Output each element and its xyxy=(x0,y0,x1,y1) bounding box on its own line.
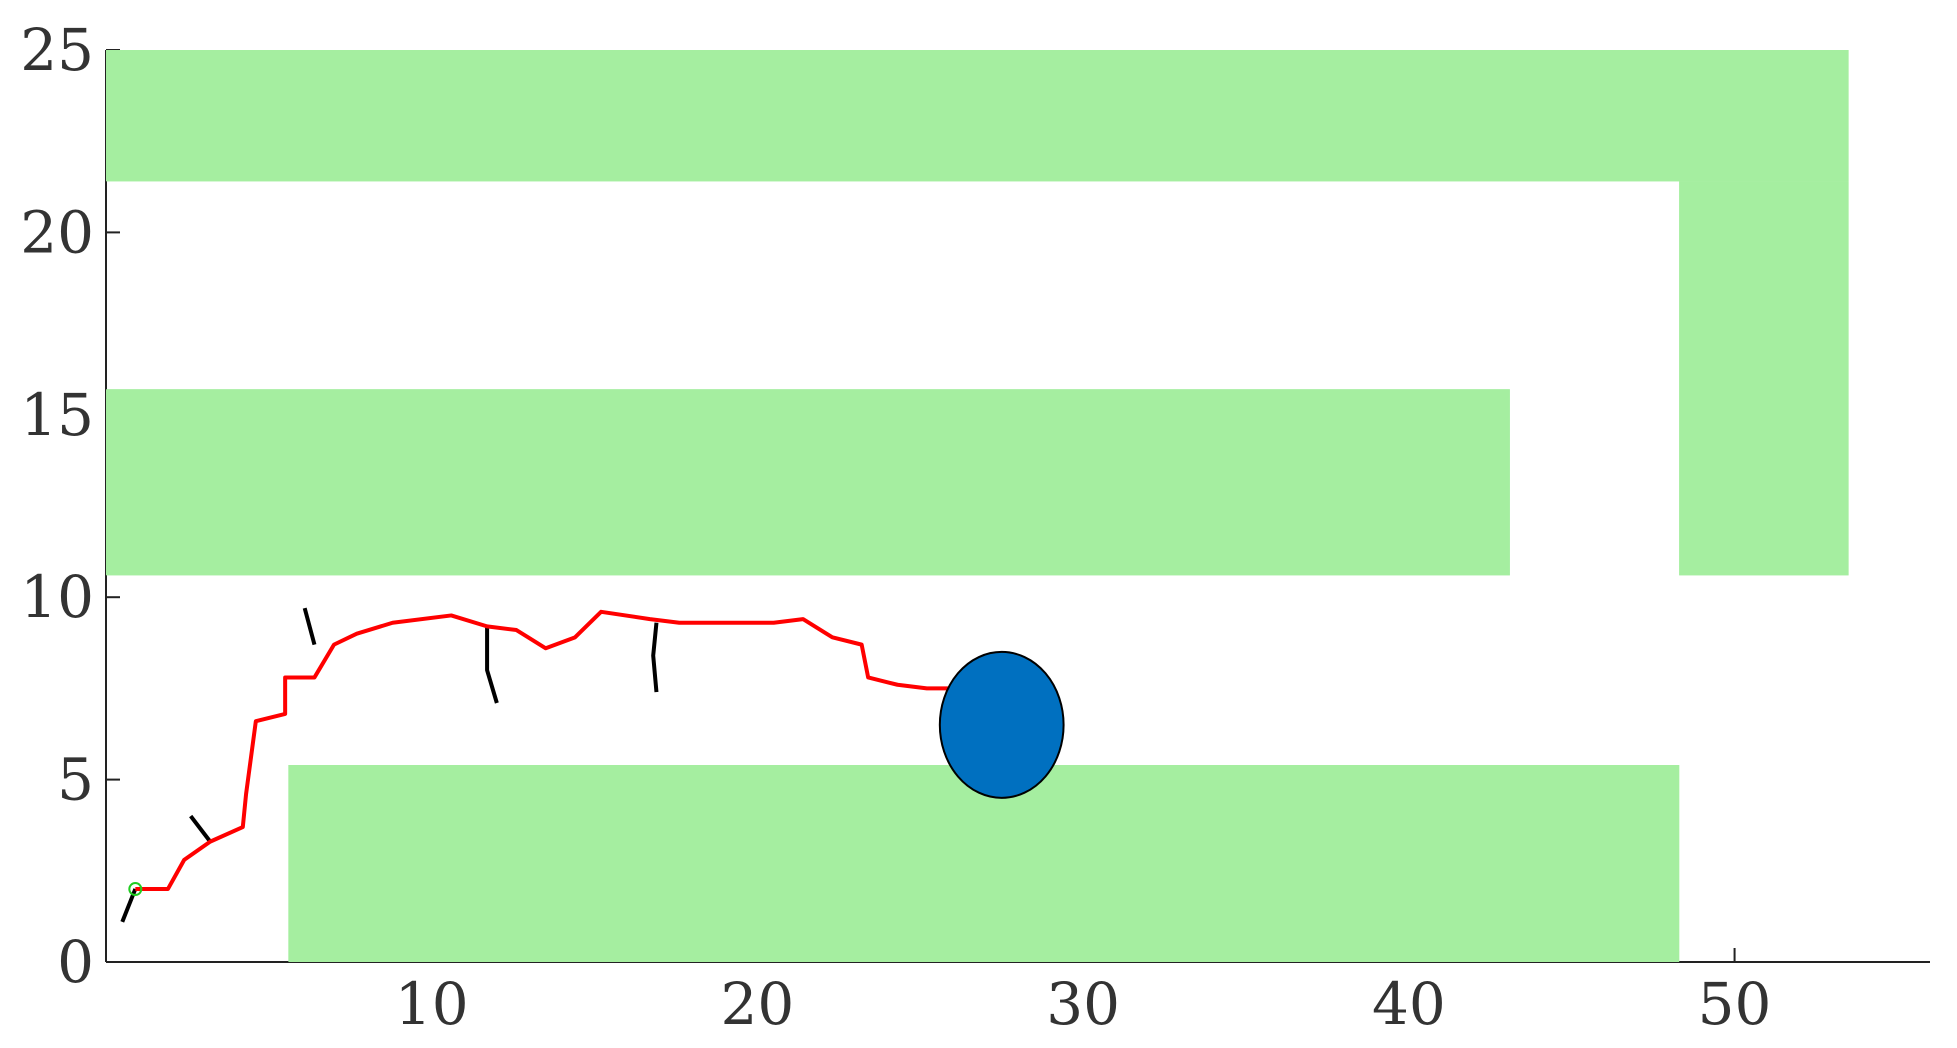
y-tick-label-0: 0 xyxy=(57,928,94,996)
obstacle-overlay-0 xyxy=(106,50,1849,182)
obstacle-overlay-3 xyxy=(288,765,1680,962)
y-tick-label-3: 15 xyxy=(20,381,94,449)
y-tick-label-1: 5 xyxy=(57,746,94,814)
branch-4 xyxy=(651,622,659,693)
x-tick-label-0: 10 xyxy=(395,970,469,1038)
branch-1 xyxy=(189,814,212,843)
y-tick-label-2: 10 xyxy=(20,563,94,631)
tick-label-layer: 0 5 10 15 20 25 10 20 30 40 50 xyxy=(20,16,1771,1038)
axes xyxy=(105,49,1930,963)
start-marker xyxy=(128,882,143,897)
obstacle-overlay-1 xyxy=(1679,181,1849,576)
branch-2 xyxy=(302,607,317,646)
y-tick-label-4: 20 xyxy=(20,198,94,266)
path-line xyxy=(135,609,983,892)
x-tick-label-2: 30 xyxy=(1046,970,1120,1038)
path-layer xyxy=(135,609,983,892)
obstacle-overlay xyxy=(106,50,1849,962)
obstacle-overlay-2 xyxy=(106,389,1510,576)
y-tick-label-5: 25 xyxy=(20,16,94,84)
goal-marker xyxy=(938,650,1065,799)
branch-3 xyxy=(485,626,499,704)
branch-layer xyxy=(120,607,659,923)
marker-layer xyxy=(128,650,1065,897)
x-tick-label-3: 40 xyxy=(1372,970,1446,1038)
x-tick-label-4: 50 xyxy=(1698,970,1772,1038)
x-tick-label-1: 20 xyxy=(721,970,795,1038)
